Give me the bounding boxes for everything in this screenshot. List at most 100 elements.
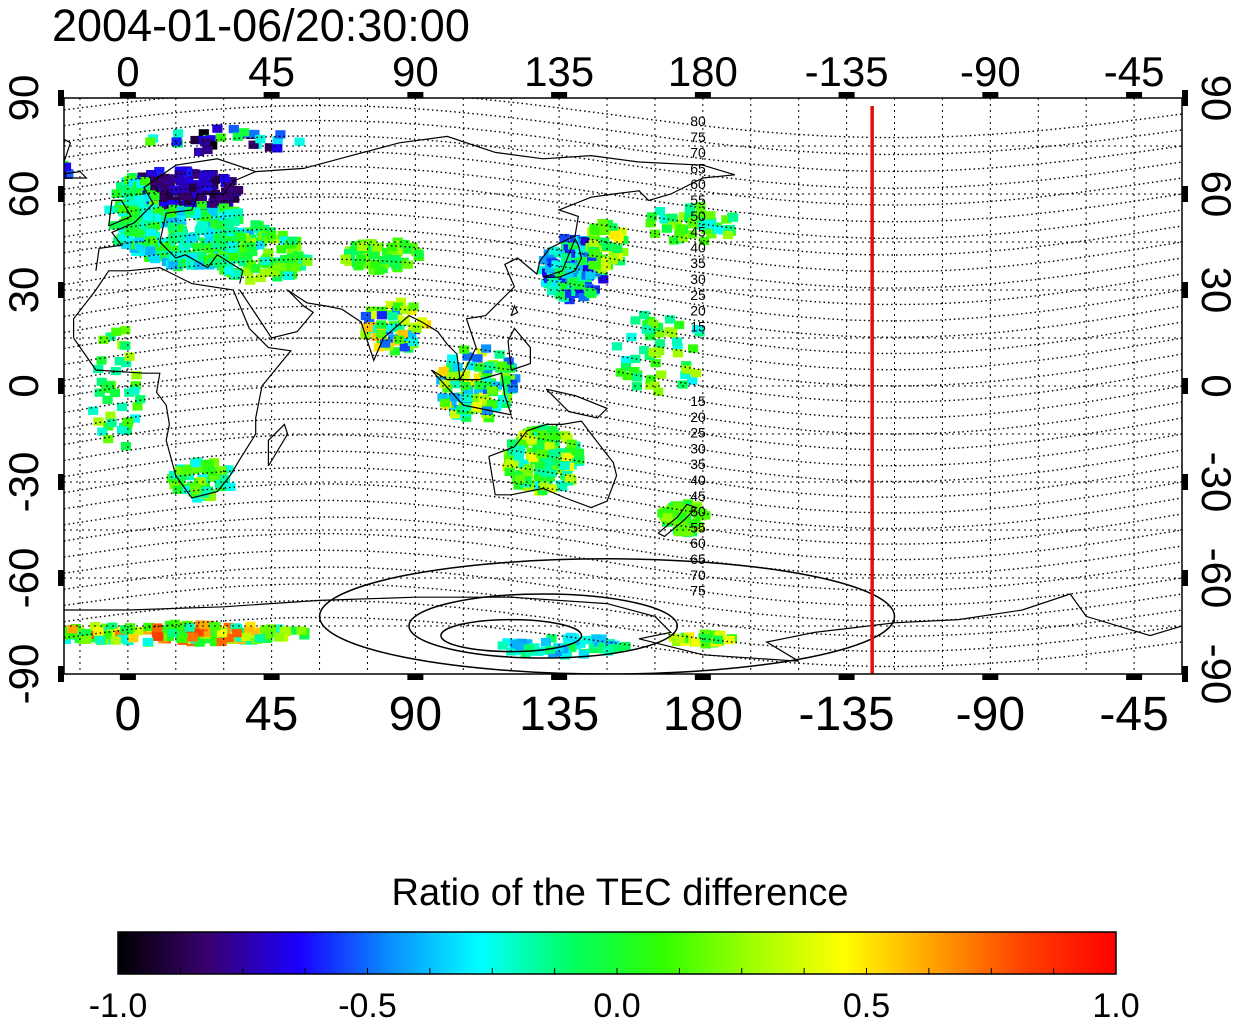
tec-cell — [486, 386, 498, 395]
tec-cell — [353, 262, 364, 271]
tec-cell — [175, 177, 186, 186]
left-lat-label: 0 — [0, 374, 47, 397]
tec-cell — [706, 230, 717, 239]
tec-cell — [544, 442, 555, 451]
tec-cell — [302, 257, 313, 266]
tec-cell — [34, 633, 44, 641]
tec-cell — [688, 219, 699, 228]
tec-cell — [228, 252, 239, 261]
tec-cell — [64, 625, 67, 634]
tec-cell — [233, 186, 244, 195]
tec-cell — [618, 247, 629, 257]
right-tick — [1182, 474, 1188, 490]
tec-cell — [190, 169, 201, 178]
tec-cell — [497, 641, 508, 650]
left-tick — [58, 90, 64, 106]
tec-cell — [118, 232, 129, 241]
tec-cell — [132, 402, 143, 411]
tec-cell — [64, 162, 72, 171]
tec-cell — [124, 227, 135, 236]
tec-cell — [376, 311, 387, 320]
tec-cell — [64, 170, 67, 180]
contour-label-south: 40 — [690, 472, 706, 488]
tec-cell — [560, 649, 571, 659]
tec-cell — [526, 447, 537, 456]
tec-cell — [45, 626, 55, 634]
tec-cell — [168, 245, 179, 254]
tec-cell — [544, 264, 555, 273]
tec-cell — [210, 227, 221, 236]
bottom-lon-label: -135 — [799, 688, 895, 741]
tec-cell — [340, 254, 351, 263]
tec-cell — [439, 398, 450, 408]
tec-cell — [158, 626, 169, 635]
tec-cell — [38, 629, 48, 637]
bottom-tick — [838, 674, 855, 680]
tec-cell — [587, 254, 598, 263]
tec-cell — [174, 466, 185, 475]
tec-cell — [46, 177, 56, 185]
bottom-lon-label: 180 — [663, 688, 743, 741]
tec-cell — [644, 332, 655, 341]
tec-cell — [26, 156, 36, 164]
tec-cell — [148, 200, 159, 209]
tec-cell — [677, 380, 688, 389]
tec-cell — [683, 527, 694, 536]
tec-cell — [176, 634, 188, 643]
tec-cell — [187, 633, 198, 642]
tec-cell — [395, 297, 406, 306]
tec-cell — [406, 306, 417, 315]
top-tick — [838, 92, 855, 98]
tec-cell — [203, 170, 214, 179]
top-lon-label: -135 — [805, 48, 889, 95]
contour-label-south: 25 — [690, 425, 706, 441]
tec-cell — [608, 250, 619, 260]
tec-cell — [172, 485, 183, 494]
tec-cell — [606, 644, 617, 653]
contour-label-south: 15 — [690, 393, 706, 409]
tec-cell — [231, 628, 242, 638]
tec-cell — [674, 320, 685, 330]
coastline — [507, 327, 531, 371]
coastline — [64, 593, 1182, 662]
tec-cell — [567, 242, 579, 251]
tec-cell — [212, 124, 223, 133]
tec-cell — [615, 368, 626, 377]
tec-cell — [394, 322, 405, 331]
tec-cell — [219, 174, 230, 183]
tec-cell — [397, 329, 409, 339]
tec-cell — [551, 260, 562, 269]
tec-cell — [462, 394, 473, 403]
contour-label-south: 55 — [690, 519, 706, 535]
contour-label-north: 45 — [690, 224, 706, 240]
tec-cell — [690, 519, 701, 528]
tec-cell — [393, 302, 404, 311]
magnetic-contour — [64, 499, 1182, 561]
tec-cell — [700, 640, 711, 649]
tec-cell — [390, 255, 401, 264]
tec-cell — [580, 237, 591, 246]
tec-cell — [235, 233, 246, 242]
tec-cell — [128, 220, 139, 229]
tec-cell — [452, 369, 463, 378]
tec-cell — [27, 158, 37, 166]
right-tick — [1182, 666, 1188, 682]
tec-cell — [279, 236, 290, 245]
tec-cell — [123, 417, 134, 426]
tec-cell — [548, 246, 559, 255]
tec-cell — [190, 135, 201, 145]
tec-cell — [35, 159, 45, 167]
tec-cell — [222, 236, 234, 245]
tec-cell — [620, 642, 631, 651]
tec-cell — [526, 436, 537, 445]
tec-cell — [134, 222, 145, 231]
tec-cell — [538, 424, 549, 433]
magnetic-contour — [64, 483, 1182, 545]
tec-cell — [127, 205, 138, 215]
bottom-tick — [551, 674, 568, 680]
tec-cell — [510, 640, 521, 649]
tec-cell — [250, 220, 261, 229]
tec-cell — [547, 425, 558, 435]
tec-cell — [615, 257, 626, 266]
tec-cell — [648, 319, 659, 328]
